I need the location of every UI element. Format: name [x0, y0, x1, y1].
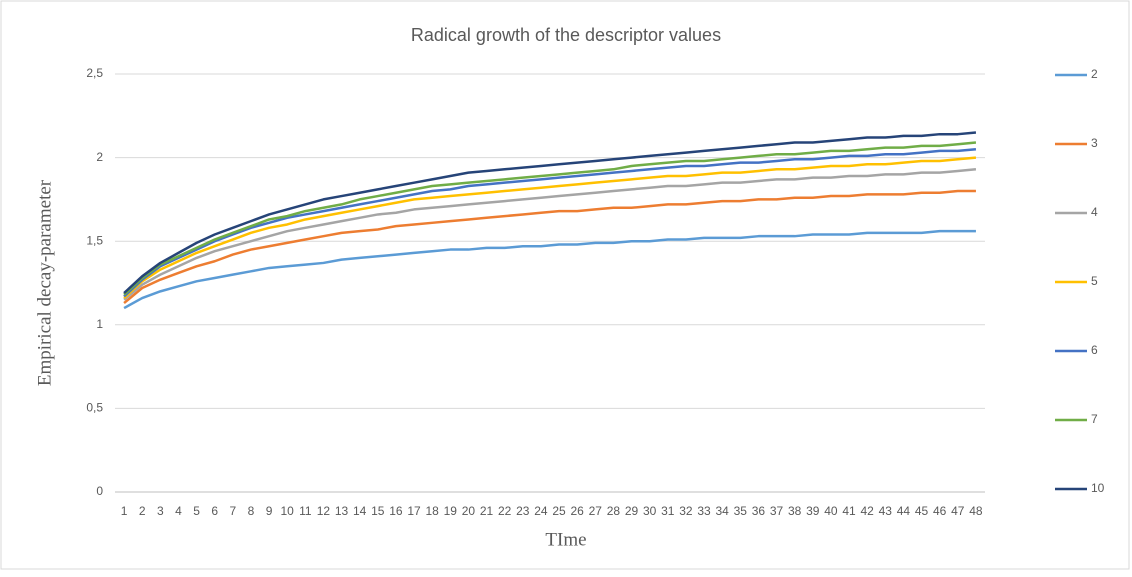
x-tick-label: 2 [139, 504, 146, 518]
x-tick-label: 31 [661, 504, 675, 518]
x-tick-label: 45 [915, 504, 929, 518]
y-tick-label: 0,5 [86, 401, 103, 415]
x-tick-label: 43 [879, 504, 893, 518]
x-tick-label: 13 [335, 504, 349, 518]
x-tick-label: 39 [806, 504, 820, 518]
x-tick-label: 40 [824, 504, 838, 518]
x-tick-label: 23 [516, 504, 530, 518]
x-tick-label: 16 [389, 504, 403, 518]
x-tick-label: 12 [317, 504, 331, 518]
x-tick-label: 5 [193, 504, 200, 518]
series-line [123, 147, 977, 298]
y-tick-label: 2,5 [86, 66, 103, 80]
x-tick-label: 37 [770, 504, 784, 518]
x-tick-label: 10 [281, 504, 295, 518]
x-tick-label: 3 [157, 504, 164, 518]
legend-label: 7 [1091, 412, 1098, 426]
legend-label: 10 [1091, 481, 1105, 495]
series-line [123, 141, 977, 296]
x-tick-label: 26 [571, 504, 585, 518]
legend-label: 6 [1091, 343, 1098, 357]
series-line [123, 131, 977, 294]
x-tick-label: 46 [933, 504, 947, 518]
series-line [123, 168, 977, 301]
x-tick-label: 27 [589, 504, 603, 518]
x-tick-label: 1 [121, 504, 128, 518]
x-tick-label: 30 [643, 504, 657, 518]
x-tick-label: 8 [248, 504, 255, 518]
y-tick-label: 1 [96, 317, 103, 331]
x-tick-label: 7 [229, 504, 236, 518]
x-tick-label: 14 [353, 504, 367, 518]
x-tick-label: 20 [462, 504, 476, 518]
y-tick-label: 1,5 [86, 233, 103, 247]
x-tick-label: 48 [969, 504, 983, 518]
x-tick-label: 33 [697, 504, 711, 518]
series-line [123, 156, 977, 299]
x-tick-label: 24 [534, 504, 548, 518]
x-tick-label: 29 [625, 504, 639, 518]
x-tick-label: 17 [407, 504, 421, 518]
y-axis-label: Empirical decay-parameter [34, 179, 55, 386]
series-line [123, 189, 976, 305]
x-tick-label: 42 [861, 504, 875, 518]
y-tick-label: 0 [96, 484, 103, 498]
x-tick-label: 38 [788, 504, 802, 518]
x-tick-label: 35 [734, 504, 748, 518]
x-tick-label: 44 [897, 504, 911, 518]
x-tick-label: 28 [607, 504, 621, 518]
series-line [123, 229, 976, 310]
legend-label: 3 [1091, 136, 1098, 150]
x-tick-label: 21 [480, 504, 494, 518]
x-tick-label: 22 [498, 504, 512, 518]
x-tick-label: 15 [371, 504, 385, 518]
x-tick-label: 19 [444, 504, 458, 518]
x-tick-label: 9 [266, 504, 273, 518]
x-tick-label: 36 [752, 504, 766, 518]
x-tick-label: 34 [716, 504, 730, 518]
legend-label: 4 [1091, 205, 1098, 219]
x-tick-label: 25 [552, 504, 566, 518]
x-axis-label: TIme [545, 529, 586, 550]
x-tick-label: 11 [299, 504, 312, 518]
x-tick-label: 41 [842, 504, 856, 518]
legend-label: 2 [1091, 67, 1098, 81]
y-tick-label: 2 [96, 150, 103, 164]
x-tick-label: 47 [951, 504, 965, 518]
x-tick-label: 6 [211, 504, 218, 518]
x-tick-label: 32 [679, 504, 693, 518]
chart-title: Radical growth of the descriptor values [411, 25, 721, 45]
legend-label: 5 [1091, 274, 1098, 288]
x-tick-label: 18 [426, 504, 440, 518]
x-tick-label: 4 [175, 504, 182, 518]
